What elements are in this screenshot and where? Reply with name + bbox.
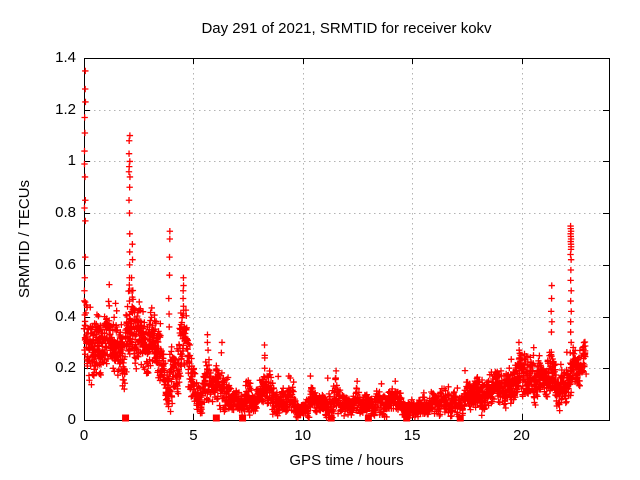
x-tick-label: 0 [79,427,89,444]
y-tick-label: 0.8 [55,204,76,222]
x-tick-label: 5 [189,427,198,444]
x-tick-label: 10 [294,427,312,444]
y-tick-label: 0.6 [55,255,76,273]
x-axis-label: GPS time / hours [289,452,404,469]
x-tick-label: 15 [403,427,421,444]
chart-title: Day 291 of 2021, SRMTID for receiver kok… [201,20,492,37]
y-axis-label: SRMTID / TECUs [16,179,33,299]
y-tick-label: 0 [67,411,76,428]
y-tick-label: 0.2 [55,359,76,377]
y-tick-label: 1.2 [55,100,76,118]
y-tick-label: 1.4 [55,49,76,66]
y-tick-label: 0.4 [55,307,76,325]
y-tick-label: 1 [67,152,76,170]
x-tick-label: 20 [513,427,530,444]
